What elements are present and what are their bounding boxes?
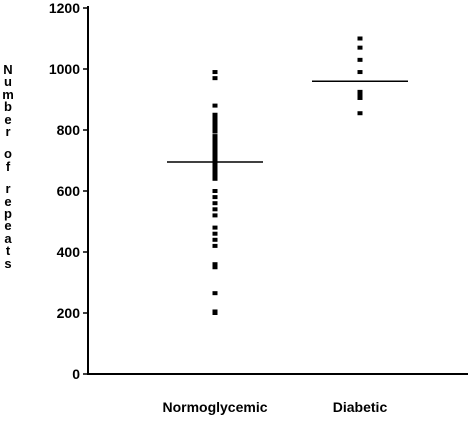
data-point xyxy=(212,291,218,296)
data-point xyxy=(212,115,218,120)
mean-lines xyxy=(167,80,408,163)
data-point xyxy=(212,213,218,218)
data-point xyxy=(212,134,218,139)
data-point xyxy=(212,176,218,181)
data-point xyxy=(212,231,218,236)
data-point xyxy=(212,124,218,129)
data-point xyxy=(212,262,218,267)
data-point xyxy=(357,111,363,116)
data-point xyxy=(212,143,218,148)
data-point xyxy=(212,129,218,134)
data-point xyxy=(357,95,363,100)
y-tick-label: 400 xyxy=(57,244,81,260)
y-axis-label-char: b xyxy=(4,99,12,115)
data-point xyxy=(212,167,218,172)
data-point xyxy=(212,265,218,270)
data-point xyxy=(212,103,218,108)
y-axis-label-char: f xyxy=(5,158,11,174)
data-point xyxy=(357,70,363,75)
chart-axes xyxy=(87,6,468,375)
data-point xyxy=(212,137,218,142)
y-axis-label-char: p xyxy=(4,206,12,222)
data-point xyxy=(212,140,218,145)
data-points xyxy=(212,36,363,315)
y-axis-label-char: a xyxy=(4,230,12,246)
y-axis-label-char: s xyxy=(4,255,12,271)
y-tick-label: 800 xyxy=(57,122,81,138)
data-point xyxy=(212,237,218,242)
data-point xyxy=(212,76,218,81)
data-point xyxy=(212,112,218,117)
y-axis-label-char: r xyxy=(5,124,11,140)
data-point xyxy=(212,243,218,248)
data-point xyxy=(212,146,218,151)
x-category-labels: Normoglycemic Diabetic xyxy=(162,399,387,415)
data-point xyxy=(212,164,218,169)
data-point xyxy=(212,70,218,75)
data-point xyxy=(357,36,363,41)
data-point xyxy=(212,161,218,166)
y-axis-label-char: t xyxy=(5,243,11,259)
data-point xyxy=(357,45,363,50)
data-point xyxy=(212,201,218,206)
y-tick-label: 200 xyxy=(57,305,81,321)
data-point xyxy=(212,155,218,160)
data-point xyxy=(212,173,218,178)
y-axis-label-char: e xyxy=(4,111,12,127)
y-axis-label-char: r xyxy=(5,181,11,197)
data-point xyxy=(212,118,218,123)
data-point xyxy=(212,121,218,126)
y-tick-label: 1000 xyxy=(49,61,80,77)
x-category-label: Normoglycemic xyxy=(162,399,267,415)
y-axis-label-char: o xyxy=(4,146,12,162)
y-axis-label-char: u xyxy=(4,74,12,90)
data-point xyxy=(212,170,218,175)
y-axis-label-char: e xyxy=(4,218,12,234)
data-point xyxy=(212,225,218,230)
data-point xyxy=(212,207,218,212)
y-axis-label-char: e xyxy=(4,193,12,209)
y-axis-label-char: N xyxy=(3,62,13,77)
y-tick-label: 600 xyxy=(57,183,81,199)
data-point xyxy=(212,189,218,193)
data-point xyxy=(212,158,218,163)
data-point xyxy=(212,152,218,157)
data-point xyxy=(212,311,218,315)
y-tick-label: 1200 xyxy=(49,0,80,16)
y-axis-label-char: m xyxy=(2,86,14,102)
data-point xyxy=(357,89,363,94)
data-point xyxy=(212,195,218,200)
data-point xyxy=(357,57,363,62)
data-point xyxy=(357,92,363,97)
x-category-label: Diabetic xyxy=(333,399,388,415)
data-point xyxy=(212,149,218,154)
y-tick-label: 0 xyxy=(72,366,80,382)
y-ticks: 0 200 400 600 800 1000 1200 xyxy=(49,0,88,382)
